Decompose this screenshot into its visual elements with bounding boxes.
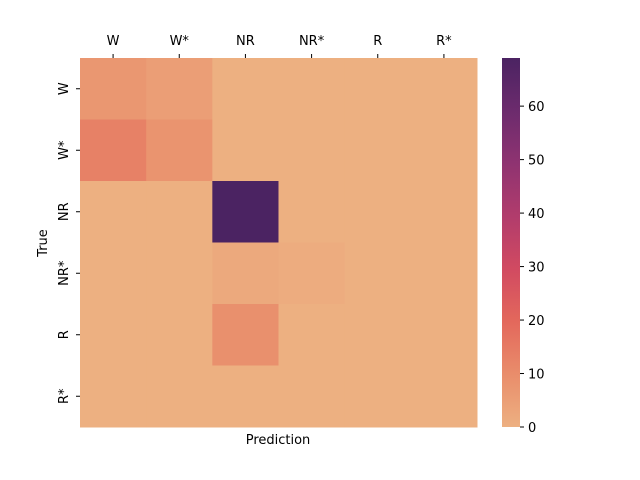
x-tick-label: R [373,34,382,49]
y-tick-label: NR* [57,260,72,286]
colorbar-tick-label: 60 [528,100,545,115]
heatmap-cell-NR-R* [410,181,478,243]
heatmap-cell-W-W [80,58,147,120]
heatmap-cell-W*-NR* [278,119,346,182]
heatmap-cell-W-W* [146,58,213,120]
y-axis-label: True [36,229,51,258]
heatmap-cell-W*-R [344,119,412,182]
heatmap-cell-W-NR [212,58,279,120]
heatmap-cell-R-NR [212,304,279,366]
y-tick-labels: W W* NR NR* R R* [57,82,80,404]
heatmap-cell-NR*-NR* [278,242,346,305]
colorbar-ticks: 0 10 20 30 40 50 60 [520,100,545,436]
heatmap-cell-NR*-NR [212,242,279,305]
x-tick-label: NR [236,34,255,49]
heatmap-cell-NR-NR* [278,181,346,243]
colorbar-tick-label: 20 [528,314,545,329]
heatmap-cell-R*-NR* [278,365,346,428]
x-axis-label: Prediction [246,433,311,448]
heatmap-cell-W*-R* [410,119,478,182]
colorbar [502,58,520,427]
heatmap-cells [80,58,478,428]
heatmap-cell-R-W* [146,304,213,366]
heatmap-cell-R*-NR [212,365,279,428]
heatmap-cell-NR*-W [80,242,147,305]
colorbar-tick-label: 30 [528,261,545,276]
heatmap-cell-R*-R* [410,365,478,428]
heatmap-cell-W*-NR [212,119,279,182]
heatmap-cell-W-R* [410,58,478,120]
x-tick-labels: W W* NR NR* R R* [107,34,452,58]
colorbar-tick-label: 50 [528,154,545,169]
heatmap-cell-NR-NR [212,181,279,243]
colorbar-tick-label: 40 [528,207,545,222]
heatmap-cell-NR-R [344,181,412,243]
heatmap-cell-W-NR* [278,58,346,120]
heatmap-cell-R-R [344,304,412,366]
heatmap-cell-R*-W [80,365,147,428]
heatmap-cell-NR*-W* [146,242,213,305]
heatmap-cell-R*-W* [146,365,213,428]
y-tick-label: NR [57,202,72,221]
x-tick-label: R* [436,34,452,49]
colorbar-tick-label: 10 [528,368,545,383]
x-tick-label: W* [170,34,190,49]
heatmap-cell-NR-W [80,181,147,243]
heatmap-cell-R-NR* [278,304,346,366]
y-tick-label: W* [57,140,72,160]
y-tick-label: R [57,330,72,339]
heatmap-cell-NR*-R* [410,242,478,305]
heatmap-cell-R-W [80,304,147,366]
colorbar-tick-label: 0 [528,421,536,436]
heatmap-cell-W*-W [80,119,147,182]
heatmap-cell-R-R* [410,304,478,366]
y-tick-label: R* [57,388,72,404]
x-tick-label: W [107,34,120,49]
heatmap-cell-R*-R [344,365,412,428]
heatmap-cell-W*-W* [146,119,213,182]
heatmap-cell-NR-W* [146,181,213,243]
x-tick-label: NR* [299,34,325,49]
heatmap-cell-NR*-R [344,242,412,305]
y-tick-label: W [57,82,72,95]
heatmap-cell-W-R [344,58,412,120]
